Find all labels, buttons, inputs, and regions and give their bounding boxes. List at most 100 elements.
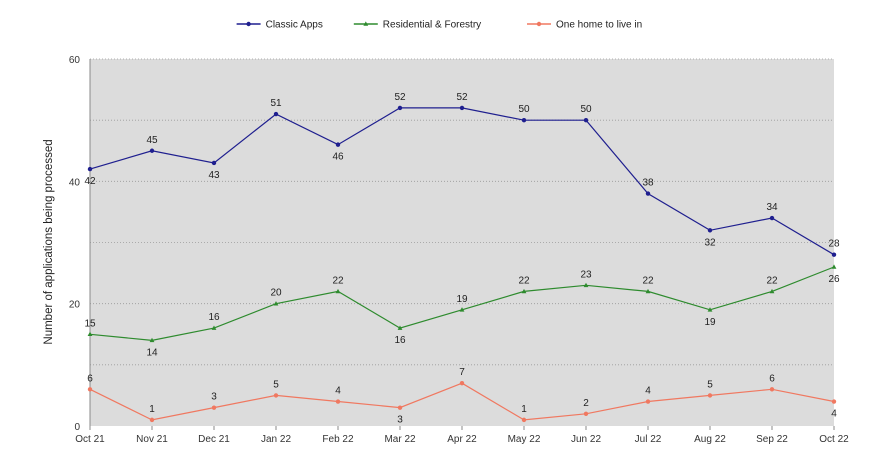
- x-tick-label: Oct 21: [75, 434, 105, 445]
- data-label: 52: [394, 92, 406, 103]
- data-label: 26: [828, 274, 840, 285]
- data-point: [87, 331, 93, 337]
- legend-label: One home to live in: [556, 20, 642, 31]
- x-tick-label: Sep 22: [756, 434, 788, 445]
- data-point: [769, 288, 775, 294]
- data-point: [397, 405, 403, 410]
- x-tick-label: Jul 22: [635, 434, 662, 445]
- data-label: 22: [642, 275, 654, 286]
- data-label: 5: [273, 379, 279, 390]
- data-point: [645, 191, 651, 196]
- data-label: 20: [270, 288, 282, 299]
- data-label: 5: [707, 379, 713, 390]
- data-point: [521, 417, 527, 423]
- y-tick-label: 20: [69, 300, 81, 311]
- x-tick-label: Oct 22: [819, 434, 849, 445]
- data-label: 1: [149, 404, 155, 415]
- data-point: [149, 337, 155, 343]
- data-point: [397, 105, 403, 111]
- data-point: [583, 411, 589, 416]
- data-point: [87, 166, 93, 172]
- data-point: [831, 399, 837, 404]
- legend-label: Classic Apps: [266, 20, 323, 31]
- data-label: 3: [397, 415, 403, 426]
- data-point: [273, 393, 279, 398]
- legend: Classic Apps Residential & Forestry One ho…: [236, 20, 642, 31]
- legend-marker: [363, 21, 369, 26]
- data-label: 45: [146, 135, 158, 146]
- data-point: [459, 380, 465, 386]
- data-point: [583, 117, 589, 123]
- data-point: [211, 160, 217, 166]
- data-label: 50: [518, 104, 530, 115]
- data-label: 51: [270, 98, 282, 109]
- data-label: 23: [580, 269, 592, 280]
- data-point: [211, 325, 217, 330]
- y-tick-label: 0: [74, 422, 80, 433]
- data-label: 19: [456, 294, 468, 305]
- legend-marker: [246, 21, 251, 27]
- data-point: [273, 111, 279, 117]
- data-label: 34: [766, 202, 778, 213]
- x-tick-label: Dec 21: [198, 434, 230, 445]
- data-point: [149, 417, 155, 423]
- gridlines: [90, 58, 834, 366]
- data-point: [335, 142, 341, 147]
- data-point: [335, 399, 341, 404]
- data-point: [211, 405, 217, 410]
- data-label: 6: [87, 373, 93, 384]
- data-point: [645, 288, 651, 294]
- data-point: [831, 252, 837, 257]
- data-label: 52: [456, 92, 468, 103]
- data-point: [459, 307, 465, 312]
- data-label: 38: [642, 178, 654, 189]
- data-label: 43: [208, 170, 220, 181]
- x-tick-label: Jun 22: [571, 434, 601, 445]
- y-tick-label: 40: [69, 177, 81, 188]
- data-point: [397, 325, 403, 330]
- data-label: 4: [831, 409, 837, 420]
- data-point: [831, 264, 837, 269]
- data-point: [645, 399, 651, 404]
- data-point: [87, 387, 93, 392]
- data-label: 3: [211, 392, 217, 403]
- legend-marker: [536, 21, 542, 27]
- data-point: [273, 301, 279, 306]
- y-axis-title: Number of applications being processed: [43, 139, 55, 344]
- data-label: 22: [332, 275, 344, 286]
- data-label: 28: [828, 239, 840, 250]
- data-point: [521, 288, 527, 294]
- data-label: 15: [84, 318, 96, 329]
- data-point: [583, 282, 589, 288]
- x-tick-label: Aug 22: [694, 434, 726, 445]
- data-label: 22: [766, 275, 778, 286]
- x-tick-label: May 22: [508, 434, 541, 445]
- data-point: [707, 228, 713, 233]
- data-point: [335, 288, 341, 294]
- data-point: [769, 215, 775, 221]
- data-point: [707, 393, 713, 398]
- data-label: 6: [769, 373, 775, 384]
- data-label: 16: [208, 312, 220, 323]
- data-label: 4: [645, 386, 651, 397]
- data-label: 1: [521, 404, 527, 415]
- x-tick-label: Apr 22: [447, 434, 477, 445]
- x-tick-label: Mar 22: [384, 434, 416, 445]
- data-label: 16: [394, 335, 406, 346]
- series-group: [87, 105, 837, 423]
- data-label: 46: [332, 152, 344, 163]
- data-label: 14: [146, 347, 158, 358]
- data-point: [459, 105, 465, 111]
- data-point: [521, 117, 527, 123]
- axes: 0 20 40 60 Oct 21 Nov 21 Dec 21 Jan 22 Feb 22 Mar…: [69, 55, 849, 445]
- data-label: 22: [518, 275, 530, 286]
- y-tick-label: 60: [69, 55, 81, 66]
- data-label: 50: [580, 104, 592, 115]
- data-point: [769, 387, 775, 392]
- data-point: [149, 148, 155, 153]
- x-tick-label: Feb 22: [322, 434, 354, 445]
- data-label: 42: [84, 176, 96, 187]
